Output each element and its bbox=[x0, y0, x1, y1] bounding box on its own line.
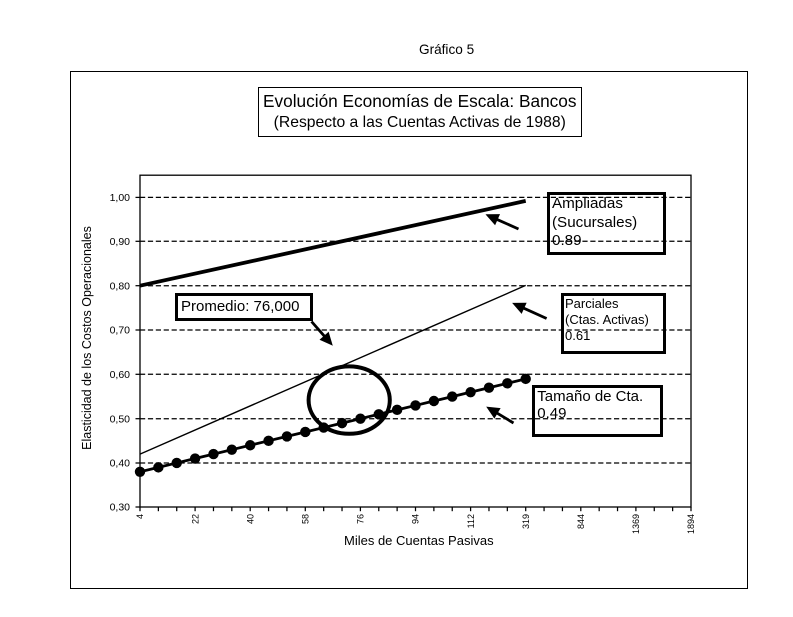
svg-text:0,30: 0,30 bbox=[110, 502, 131, 514]
svg-text:0,80: 0,80 bbox=[110, 280, 131, 292]
svg-text:0,50: 0,50 bbox=[110, 413, 131, 425]
svg-text:4: 4 bbox=[135, 514, 145, 519]
svg-text:0,40: 0,40 bbox=[110, 458, 131, 470]
svg-text:22: 22 bbox=[190, 514, 200, 524]
svg-text:319: 319 bbox=[521, 514, 531, 529]
svg-text:0,90: 0,90 bbox=[110, 236, 131, 248]
svg-text:40: 40 bbox=[245, 514, 255, 524]
svg-text:1,00: 1,00 bbox=[110, 192, 131, 204]
svg-text:76: 76 bbox=[356, 514, 366, 524]
svg-text:0,70: 0,70 bbox=[110, 325, 131, 337]
svg-text:94: 94 bbox=[411, 514, 421, 524]
svg-text:1894: 1894 bbox=[686, 514, 696, 534]
svg-text:1369: 1369 bbox=[631, 514, 641, 534]
svg-text:112: 112 bbox=[466, 514, 476, 528]
svg-text:844: 844 bbox=[576, 514, 586, 529]
svg-text:58: 58 bbox=[301, 514, 311, 524]
svg-text:0,60: 0,60 bbox=[110, 369, 131, 381]
